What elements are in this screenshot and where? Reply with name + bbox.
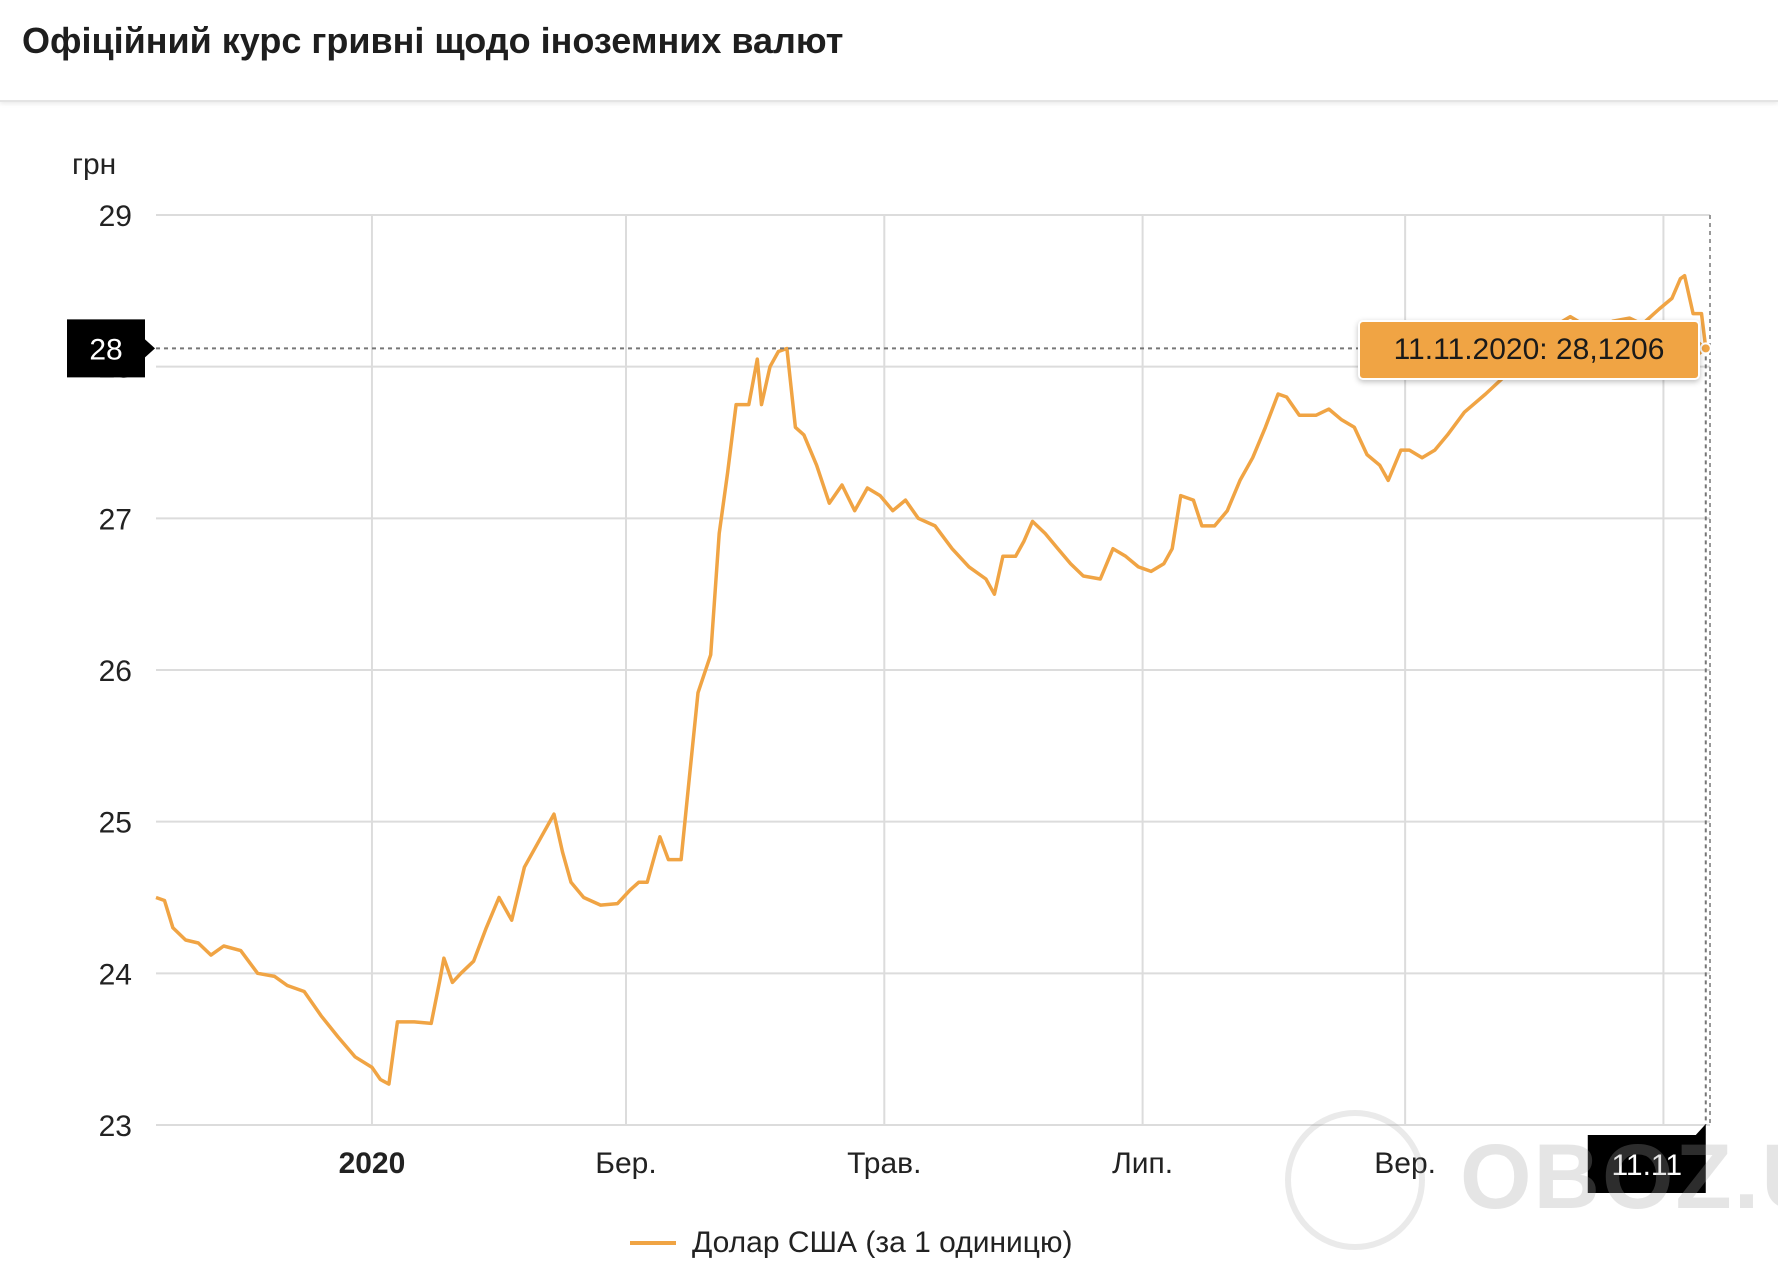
crosshair-x-marker	[1587, 1135, 1706, 1193]
y-tick-label: 26	[99, 655, 132, 688]
legend-swatch	[630, 1241, 676, 1245]
crosshair-y-label: 28	[89, 333, 122, 366]
chart-header: Офіційний курс гривні щодо іноземних вал…	[0, 0, 1778, 102]
crosshair-y-marker	[67, 319, 145, 378]
y-tick-label: 23	[99, 1110, 132, 1143]
x-tick-label: Трав.	[847, 1147, 921, 1180]
y-axis-unit-label: грн	[72, 148, 117, 181]
crosshair-x-marker-arrow	[1695, 1124, 1706, 1135]
y-tick-label: 25	[99, 807, 132, 840]
x-tick-label: Лип.	[1112, 1147, 1173, 1180]
watermark-globe-icon	[1285, 1110, 1425, 1250]
crosshair-y-marker-arrow	[145, 339, 155, 358]
data-point-marker[interactable]	[1699, 342, 1712, 355]
watermark-text: OBOZ.UA	[1460, 1126, 1778, 1228]
legend[interactable]: Долар США (за 1 одиницю)	[630, 1223, 1072, 1263]
y-tick-label: 24	[99, 958, 132, 991]
chart-title: Офіційний курс гривні щодо іноземних вал…	[22, 20, 844, 61]
y-tick-label: 29	[99, 200, 132, 233]
crosshair-x-label: 11.11	[1611, 1149, 1682, 1182]
x-tick-label: 2020	[339, 1147, 406, 1180]
series-line-usd	[155, 273, 1708, 1086]
data-tooltip: 11.11.2020: 28,1206	[1358, 320, 1700, 380]
x-tick-label: Бер.	[595, 1147, 656, 1180]
legend-label: Долар США (за 1 одиницю)	[692, 1226, 1073, 1259]
y-tick-label: 27	[99, 503, 132, 536]
